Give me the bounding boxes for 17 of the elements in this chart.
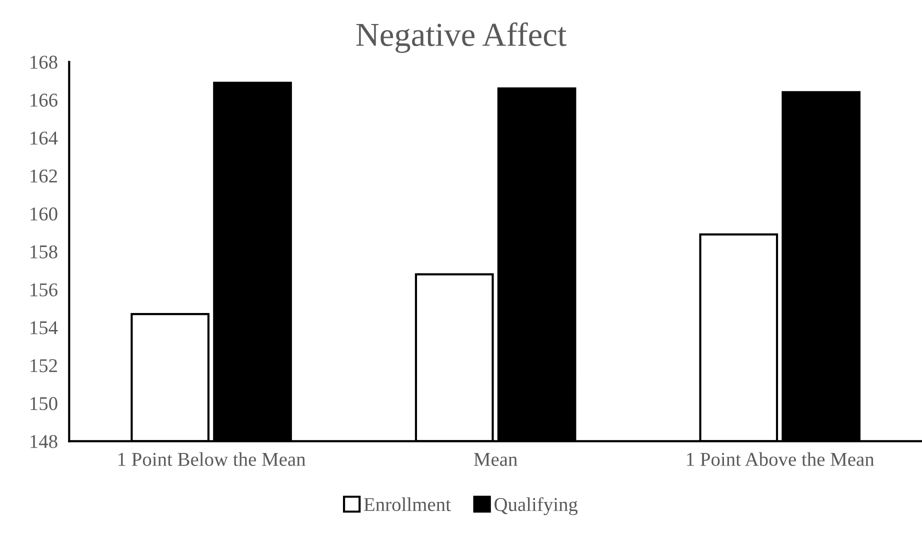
y-tick-label: 162 — [30, 170, 57, 183]
y-tick-label: 158 — [30, 245, 58, 258]
y-tick-label: 156 — [30, 283, 58, 296]
x-tick-label: 1 Point Below the Mean — [118, 452, 306, 466]
y-tick-label: 150 — [30, 397, 58, 410]
y-tick-label: 164 — [30, 132, 58, 145]
y-tick-label: 160 — [30, 207, 58, 221]
legend-label: Enrollment — [364, 497, 451, 512]
y-tick-label: 154 — [30, 321, 58, 334]
x-tick-label: 1 Point Above the Mean — [687, 452, 874, 466]
legend-label: Qualifying — [494, 497, 578, 516]
y-tick-label: 152 — [30, 359, 57, 372]
chart-title: Negative Affect — [356, 22, 566, 53]
x-tick-label: Mean — [474, 453, 518, 466]
y-tick-label: 148 — [30, 434, 58, 448]
y-tick-label: 166 — [30, 94, 58, 107]
y-tick-label: 168 — [30, 56, 58, 69]
